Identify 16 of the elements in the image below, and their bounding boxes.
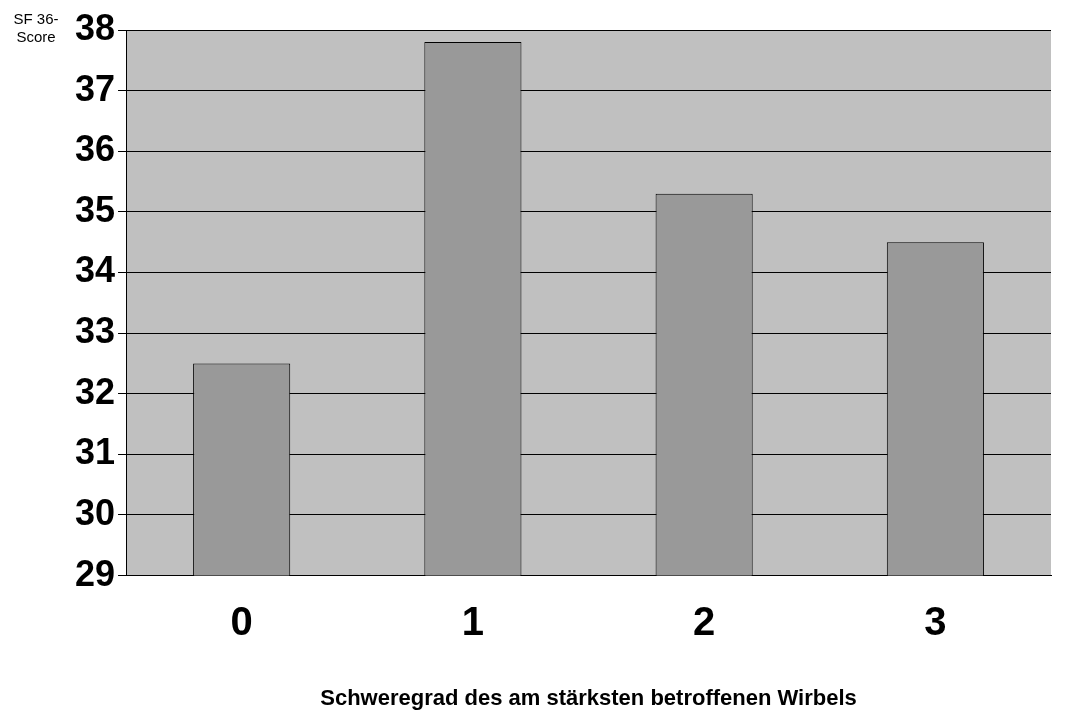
y-tick-label: 29 xyxy=(75,552,116,594)
x-tick-label: 0 xyxy=(230,598,253,643)
x-tick-label: 3 xyxy=(924,598,947,643)
y-tick-label: 34 xyxy=(75,249,116,291)
x-axis-title: Schweregrad des am stärksten betroffenen Wirbels xyxy=(320,684,857,710)
x-tick-label: 1 xyxy=(461,598,485,643)
y-tick-label: 32 xyxy=(75,370,116,412)
y-tick-label: 36 xyxy=(75,128,116,170)
y-tick-label: 33 xyxy=(75,310,116,352)
y-tick-label: 31 xyxy=(75,431,116,473)
y-tick-label: 37 xyxy=(75,67,116,109)
y-tick-label: 30 xyxy=(75,491,116,533)
y-tick-label: 38 xyxy=(75,6,116,48)
y-tick-label: 35 xyxy=(75,188,116,230)
x-tick-label: 2 xyxy=(693,598,716,643)
y-axis-title: SF 36-Score xyxy=(13,10,59,45)
